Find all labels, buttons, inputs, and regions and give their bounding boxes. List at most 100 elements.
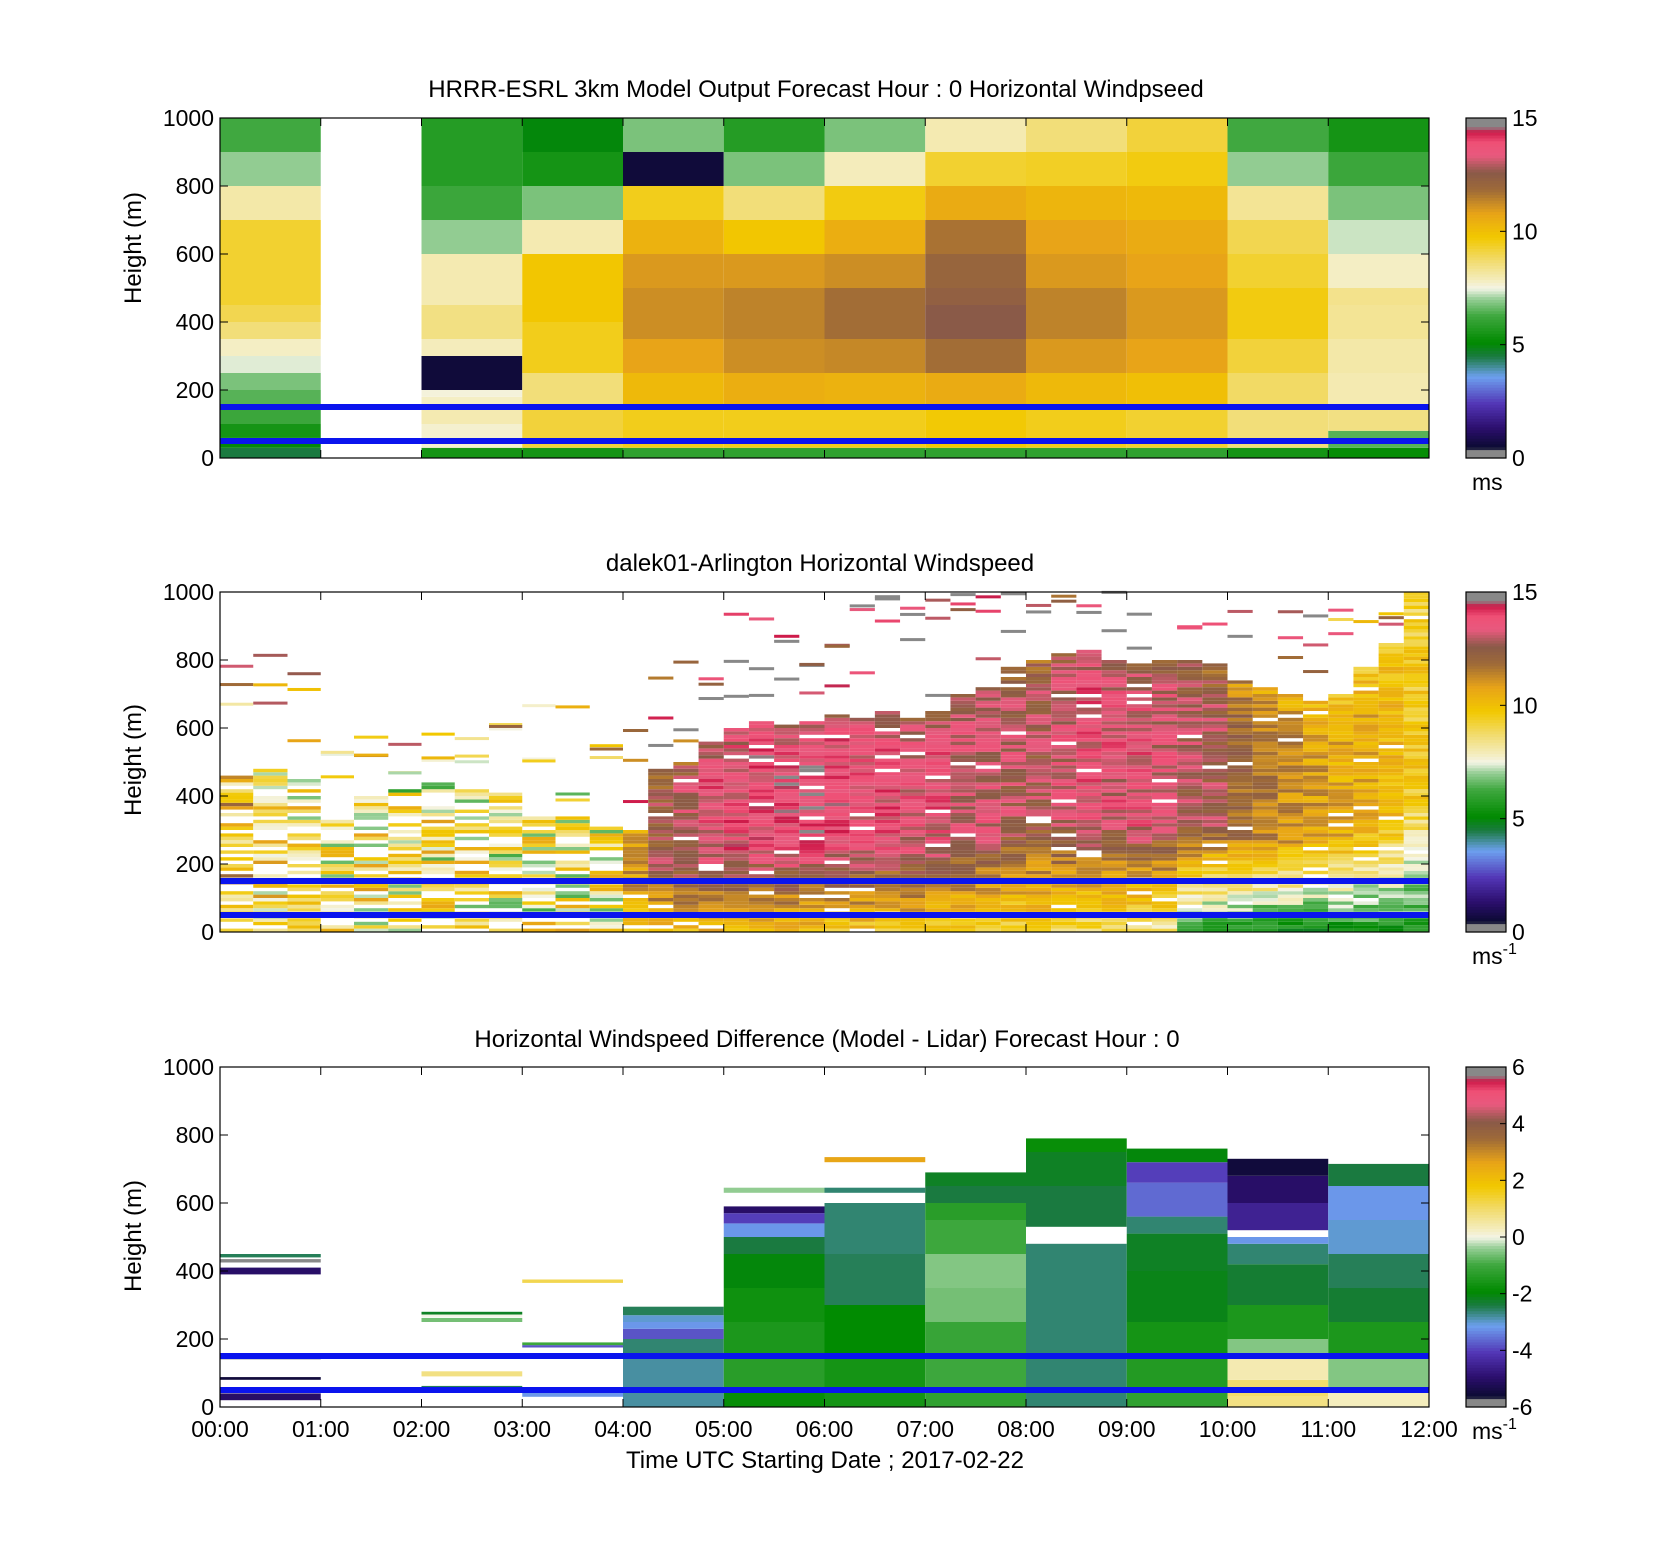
lidar-gate [1202, 918, 1228, 922]
lidar-gate [874, 813, 901, 817]
lidar-gate [353, 925, 389, 929]
lidar-gate [1252, 775, 1278, 779]
lidar-gate [454, 796, 490, 800]
colorbar-segment [1466, 166, 1506, 170]
lidar-gate [648, 785, 674, 790]
lidar-gate [874, 833, 901, 837]
lidar-gate [1328, 782, 1354, 786]
lidar-gate [1000, 714, 1026, 718]
lidar-gate [748, 782, 775, 786]
lidar-gate [900, 721, 926, 725]
lidar-sparse-gate [849, 608, 875, 612]
lidar-gate [900, 796, 926, 800]
lidar-gate [1227, 751, 1253, 756]
colorbar-segment [1466, 200, 1506, 204]
heatmap-cell [220, 305, 321, 322]
lidar-gate [849, 908, 875, 912]
lidar-gate [421, 789, 455, 793]
lidar-gate [1252, 806, 1278, 810]
lidar-gate [824, 762, 850, 766]
lidar-gate [1177, 840, 1203, 844]
lidar-gate [849, 799, 875, 803]
lidar-gate [1353, 860, 1379, 864]
lidar-gate [353, 843, 389, 847]
lidar-gate [1101, 707, 1127, 711]
lidar-gate [1151, 850, 1178, 854]
lidar-gate [1177, 796, 1203, 800]
colorbar-segment [1466, 1390, 1506, 1394]
lidar-gate [1076, 860, 1102, 864]
lidar-sparse-gate [589, 747, 623, 751]
lidar-gate [1303, 704, 1329, 708]
lidar-gate [1126, 673, 1152, 677]
lidar-gate [1000, 857, 1026, 861]
lidar-gate [1277, 925, 1304, 929]
lidar-gate [925, 823, 951, 827]
lidar-gate [1151, 870, 1178, 875]
lidar-gate [1252, 697, 1278, 701]
lidar-gate [220, 775, 254, 779]
lidar-gate [522, 816, 556, 820]
lidar-gate [1252, 792, 1278, 796]
lidar-gate [287, 796, 321, 800]
lidar-gate [1277, 853, 1304, 858]
lidar-gate [1378, 853, 1404, 858]
lidar-gate [1101, 673, 1127, 677]
lidar-gate [1051, 860, 1077, 864]
lidar-gate [1252, 847, 1278, 851]
lidar-gate [1403, 799, 1429, 803]
lidar-gate [1026, 751, 1052, 756]
x-tick-label: 12:00 [1400, 1416, 1458, 1442]
lidar-gate [1378, 680, 1404, 684]
lidar-gate [1076, 673, 1102, 677]
lidar-gate [1026, 908, 1052, 912]
lidar-gate [1277, 887, 1304, 892]
lidar-gate [1000, 680, 1026, 684]
lidar-gate [1151, 677, 1178, 681]
lidar-gate [1202, 806, 1228, 810]
lidar-gate [925, 857, 951, 861]
lidar-gate [799, 850, 825, 854]
lidar-gate [824, 758, 850, 762]
lidar-sparse-gate [1277, 636, 1304, 640]
lidar-gate [1328, 697, 1354, 701]
colorbar-segment [1466, 1089, 1506, 1094]
lidar-gate [1126, 816, 1152, 820]
lidar-gate [1227, 884, 1253, 888]
lidar-gate [489, 918, 523, 922]
lidar-gate [1076, 874, 1102, 878]
lidar-gate [1202, 714, 1228, 718]
lidar-gate [1403, 748, 1429, 752]
lidar-gate [287, 857, 321, 861]
colorbar-segment [1466, 146, 1506, 150]
lidar-gate [900, 728, 926, 732]
lidar-gate [1026, 792, 1052, 796]
lidar-gate [723, 816, 749, 820]
lidar-gate [849, 758, 875, 762]
lidar-gate [698, 792, 724, 796]
lidar-gate [1403, 670, 1429, 674]
lidar-gate [1177, 677, 1203, 681]
lidar-gate [1000, 894, 1026, 898]
lidar-gate [1277, 904, 1304, 909]
lidar-gate [723, 758, 749, 762]
lidar-gate [454, 884, 490, 888]
lidar-gate [1051, 721, 1077, 725]
lidar-gate [824, 731, 850, 735]
lidar-gate [489, 860, 523, 864]
lidar-gate [673, 819, 699, 824]
lidar-gate [1227, 758, 1253, 762]
lidar-gate [421, 830, 455, 834]
lidar-gate [623, 901, 649, 905]
lidar-gate [698, 850, 724, 854]
lidar-gate [287, 850, 321, 854]
lidar-gate [1051, 700, 1077, 705]
lidar-gate [799, 724, 825, 728]
colorbar-segment [1466, 441, 1506, 445]
lidar-gate [623, 843, 649, 847]
lidar-gate [925, 850, 951, 854]
lidar-gate [253, 806, 288, 810]
lidar-gate [1202, 734, 1228, 739]
lidar-gate [1151, 874, 1178, 878]
colorbar-segment [1466, 1228, 1506, 1232]
